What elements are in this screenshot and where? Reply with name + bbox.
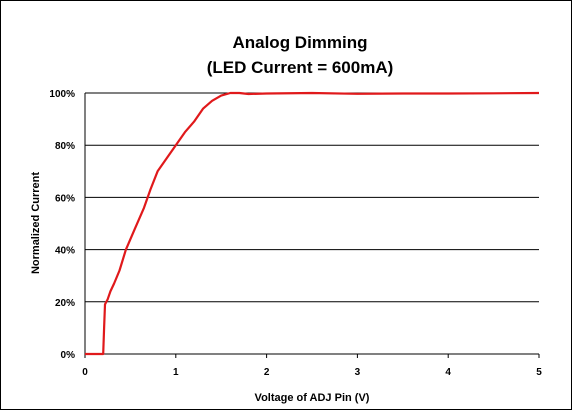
x-tick-label: 4	[445, 367, 451, 378]
plot-area	[85, 93, 539, 354]
y-tick-label: 40%	[55, 246, 75, 257]
x-tick-label: 2	[264, 367, 270, 378]
y-axis-label: Normalized Current	[30, 172, 42, 274]
x-axis-ticks: 0 1 2 3 4 5	[82, 354, 542, 378]
x-tick-label: 1	[173, 367, 179, 378]
y-tick-label: 60%	[55, 193, 75, 204]
x-tick-label: 3	[355, 367, 361, 378]
series-line	[85, 91, 540, 356]
y-tick-label: 80%	[55, 141, 75, 152]
y-tick-label: 100%	[49, 89, 75, 100]
y-axis-ticks: 0% 20% 40% 60% 80% 100%	[49, 89, 75, 361]
y-tick-label: 20%	[55, 298, 75, 309]
plot-background	[85, 93, 539, 354]
chart-title: Analog Dimming	[232, 33, 367, 52]
x-tick-label: 0	[82, 367, 88, 378]
y-tick-label: 0%	[61, 350, 76, 361]
chart-subtitle: (LED Current = 600mA)	[207, 58, 394, 77]
x-axis-label: Voltage of ADJ Pin (V)	[255, 392, 370, 404]
x-tick-label: 5	[536, 367, 542, 378]
series-group	[85, 91, 540, 356]
